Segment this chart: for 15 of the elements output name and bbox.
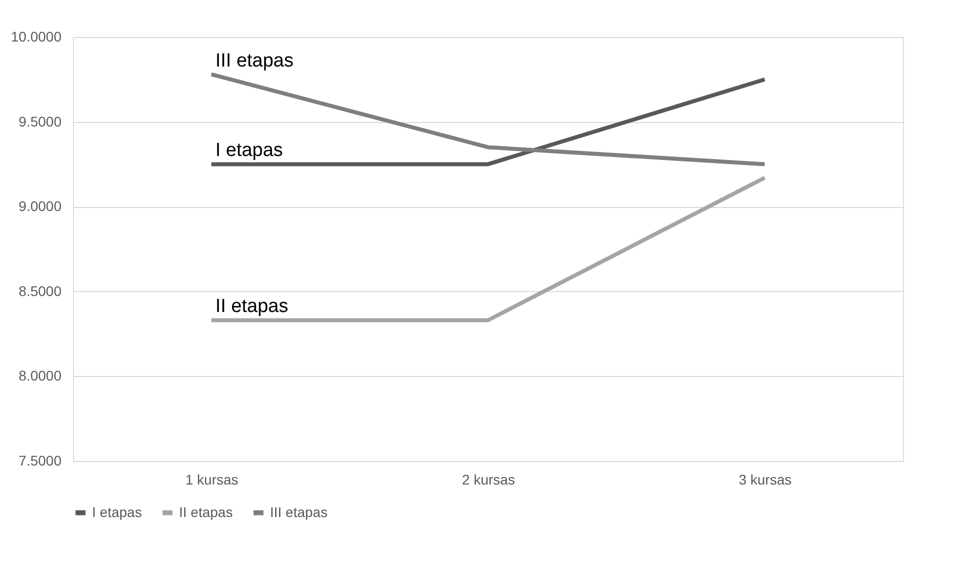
legend-label: II etapas (179, 504, 233, 520)
y-tick-label: 9.0000 (18, 198, 62, 214)
x-tick-label: 1 kursas (185, 472, 238, 488)
text: I etapas (215, 140, 283, 162)
legend-label: I etapas (92, 504, 142, 520)
x-tick-label: 2 kursas (462, 472, 515, 488)
y-tick-label: 10.0000 (10, 28, 62, 44)
text: II etapas (215, 296, 288, 318)
legend-label: III etapas (270, 504, 328, 520)
y-tick-label: 7.5000 (18, 452, 62, 468)
y-tick-label: 8.0000 (18, 368, 62, 384)
text: III etapas (215, 50, 294, 72)
y-tick-label: 8.5000 (18, 282, 62, 299)
y-tick-label: 9.5000 (18, 113, 62, 130)
x-tick-label: 3 kursas (738, 472, 792, 488)
